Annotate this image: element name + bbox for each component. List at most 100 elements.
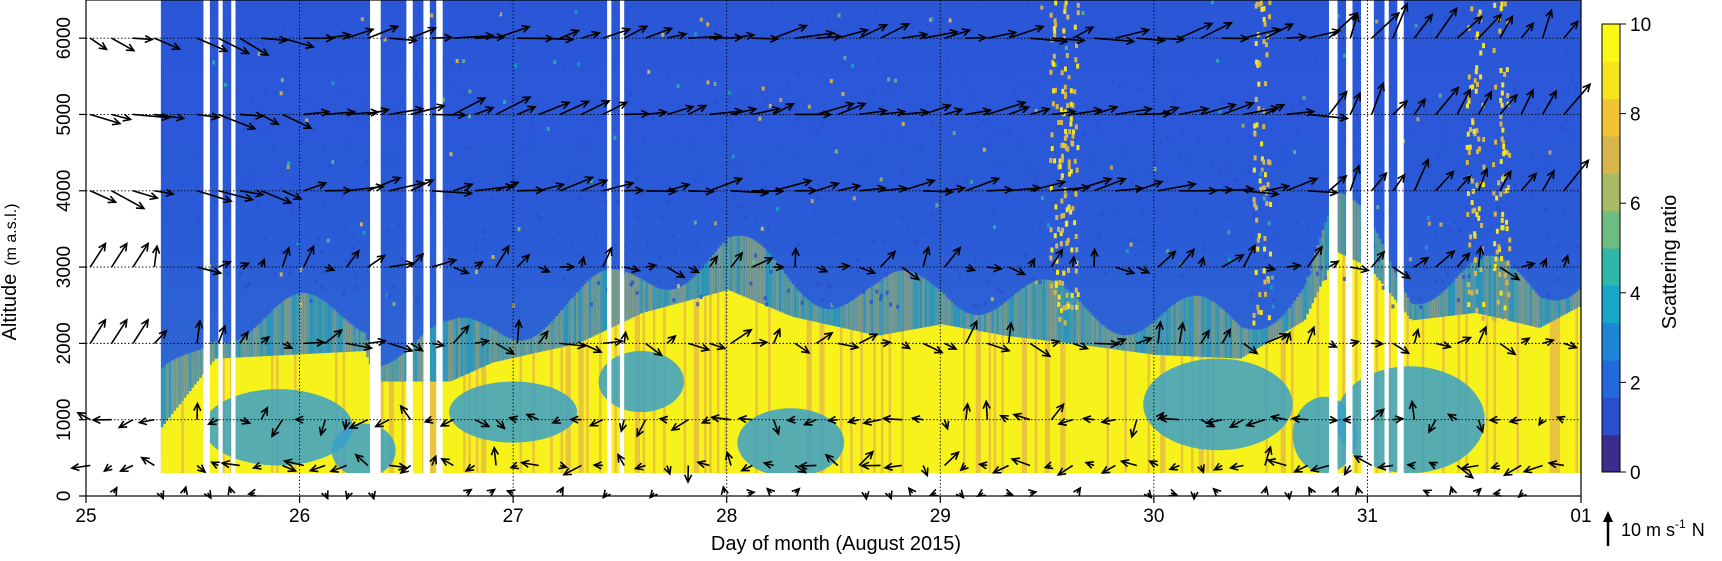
heatmap-speckle (673, 138, 676, 142)
heatmap-speckle (729, 161, 732, 165)
heatmap-speckle (262, 42, 265, 46)
heatmap-speckle (1026, 251, 1029, 255)
wind-arrow-shaft (1137, 114, 1171, 115)
wind-arrow-shaft (966, 38, 986, 39)
heatmap-speckle (1180, 274, 1183, 278)
heatmap-speckle (936, 127, 939, 131)
heatmap-noise-column (1501, 91, 1504, 96)
heatmap-speckle (728, 91, 731, 95)
heatmap-speckle (323, 143, 326, 147)
heatmap-speckle (475, 249, 478, 253)
heatmap-speckle (1544, 208, 1547, 212)
heatmap-speckle (595, 235, 598, 239)
heatmap-noise-column (1263, 6, 1266, 11)
heatmap-speckle (1097, 129, 1100, 133)
heatmap-speckle (1446, 272, 1449, 276)
heatmap-speckle (1374, 197, 1377, 201)
heatmap-speckle (739, 62, 742, 66)
heatmap-noise-column (1070, 116, 1073, 121)
heatmap-speckle (1357, 125, 1360, 129)
heatmap-speckle (1505, 167, 1508, 171)
heatmap-speckle (343, 225, 346, 229)
heatmap-speckle (976, 124, 979, 128)
heatmap-noise-column (1499, 192, 1502, 197)
heatmap-noise-column (1054, 204, 1057, 209)
heatmap-speckle (1197, 137, 1200, 141)
heatmap-speckle (988, 121, 991, 125)
heatmap-noise-column (1254, 155, 1257, 160)
heatmap-speckle (324, 3, 327, 7)
heatmap-noise-column (1508, 246, 1511, 251)
heatmap-noise-column (1474, 258, 1477, 263)
heatmap-speckle (694, 221, 697, 225)
heatmap-pocket (332, 424, 396, 477)
heatmap-speckle (224, 83, 227, 87)
heatmap-speckle (1203, 61, 1206, 65)
heatmap-noise-column (1055, 243, 1058, 248)
heatmap-speckle (1296, 130, 1299, 134)
heatmap-noise-column (1064, 320, 1067, 325)
heatmap-noise-column (1049, 158, 1052, 163)
colorbar-tick-label: 4 (1630, 284, 1641, 305)
heatmap-speckle (462, 59, 465, 63)
heatmap-speckle (1343, 54, 1346, 58)
heatmap-speckle (1233, 177, 1236, 181)
heatmap-speckle (857, 268, 860, 272)
heatmap-noise-column (1471, 291, 1474, 296)
heatmap-speckle (273, 272, 276, 276)
colorbar-segment (1602, 61, 1620, 99)
heatmap-gap (1346, 0, 1352, 473)
heatmap-speckle (303, 98, 306, 102)
heatmap-noise-column (1494, 140, 1497, 145)
heatmap-noise-column (1494, 212, 1497, 217)
heatmap-noise-column (1472, 189, 1475, 194)
heatmap-noise-column (1061, 70, 1064, 75)
heatmap-speckle (1487, 191, 1490, 195)
heatmap-speckle (1557, 277, 1560, 281)
heatmap-speckle (291, 210, 294, 214)
heatmap-noise-column (1063, 9, 1066, 14)
heatmap-speckle (553, 60, 556, 64)
heatmap-speckle (737, 160, 740, 164)
heatmap-speckle (575, 10, 578, 14)
heatmap-noise-column (1471, 120, 1474, 125)
heatmap-noise-column (1492, 162, 1495, 167)
heatmap-speckle (1047, 72, 1050, 76)
heatmap-speckle (779, 98, 782, 102)
y-tick-label: 5000 (54, 93, 75, 135)
heatmap-noise-column (1058, 295, 1061, 300)
heatmap-noise-column (1068, 172, 1071, 177)
heatmap-speckle (1259, 172, 1262, 176)
heatmap-speckle (1130, 180, 1133, 184)
heatmap-speckle (1454, 220, 1457, 224)
heatmap-speckle (322, 270, 325, 274)
heatmap-speckle (641, 193, 644, 197)
heatmap-speckle (604, 200, 607, 204)
colorbar-segment (1602, 173, 1620, 211)
heatmap-noise-column (1065, 222, 1068, 227)
heatmap-speckle (907, 223, 910, 227)
y-tick-label: 3000 (54, 246, 75, 288)
heatmap-noise-column (1263, 268, 1266, 273)
heatmap-noise-column (1494, 318, 1497, 323)
heatmap-speckle (320, 250, 323, 254)
heatmap-noise-column (1504, 273, 1507, 278)
heatmap-speckle (697, 69, 700, 73)
wind-arrow-shaft (624, 114, 648, 115)
heatmap-speckle (224, 217, 227, 221)
heatmap-speckle (597, 281, 600, 285)
heatmap-noise-column (1055, 215, 1058, 220)
heatmap-noise-column (1061, 158, 1064, 163)
heatmap-speckle (1117, 31, 1120, 35)
heatmap-noise-column (1474, 271, 1477, 276)
heatmap-speckle (1263, 197, 1266, 201)
heatmap-speckle (197, 220, 200, 224)
heatmap-noise-column (1263, 185, 1266, 190)
heatmap-speckle (1118, 84, 1121, 88)
heatmap-noise-column (1255, 4, 1258, 9)
heatmap-speckle (317, 236, 320, 240)
heatmap-speckle (1308, 271, 1311, 275)
wind-arrow-shaft (1094, 249, 1095, 267)
heatmap-speckle (287, 165, 290, 169)
